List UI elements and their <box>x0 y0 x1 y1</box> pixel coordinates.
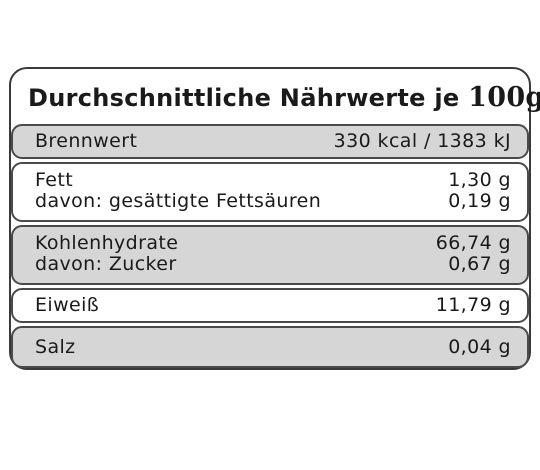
eiweiss-value: 11,79 g <box>435 294 511 316</box>
row-fett: Fett 1,30 g davon: gesättigte Fettsäuren… <box>11 162 529 222</box>
kohlenhydrate-value: 66,74 g <box>435 232 511 254</box>
title-amount: 100g <box>468 82 540 113</box>
kohlenhydrate-label: Kohlenhydrate <box>35 232 179 254</box>
row-eiweiss: Eiweiß 11,79 g <box>11 288 529 323</box>
fettsaeuren-value: 0,19 g <box>448 190 511 212</box>
salz-value: 0,04 g <box>448 336 511 358</box>
zucker-value: 0,67 g <box>448 253 511 275</box>
row-brennwert: Brennwert 330 kcal / 1383 kJ <box>11 124 529 159</box>
brennwert-value: 330 kcal / 1383 kJ <box>333 130 511 152</box>
zucker-label: davon: Zucker <box>35 253 177 275</box>
title-text: Durchschnittliche Nährwerte je <box>28 84 460 112</box>
row-salz: Salz 0,04 g <box>11 326 529 368</box>
fettsaeuren-label: davon: gesättigte Fettsäuren <box>35 190 322 212</box>
salz-label: Salz <box>35 336 76 358</box>
row-kohlenhydrate: Kohlenhydrate 66,74 g davon: Zucker 0,67… <box>11 225 529 285</box>
brennwert-label: Brennwert <box>35 130 138 152</box>
nutrition-title: Durchschnittliche Nährwerte je 100g <box>11 73 540 123</box>
eiweiss-label: Eiweiß <box>35 294 100 316</box>
fett-label: Fett <box>35 169 74 191</box>
fett-value: 1,30 g <box>448 169 511 191</box>
